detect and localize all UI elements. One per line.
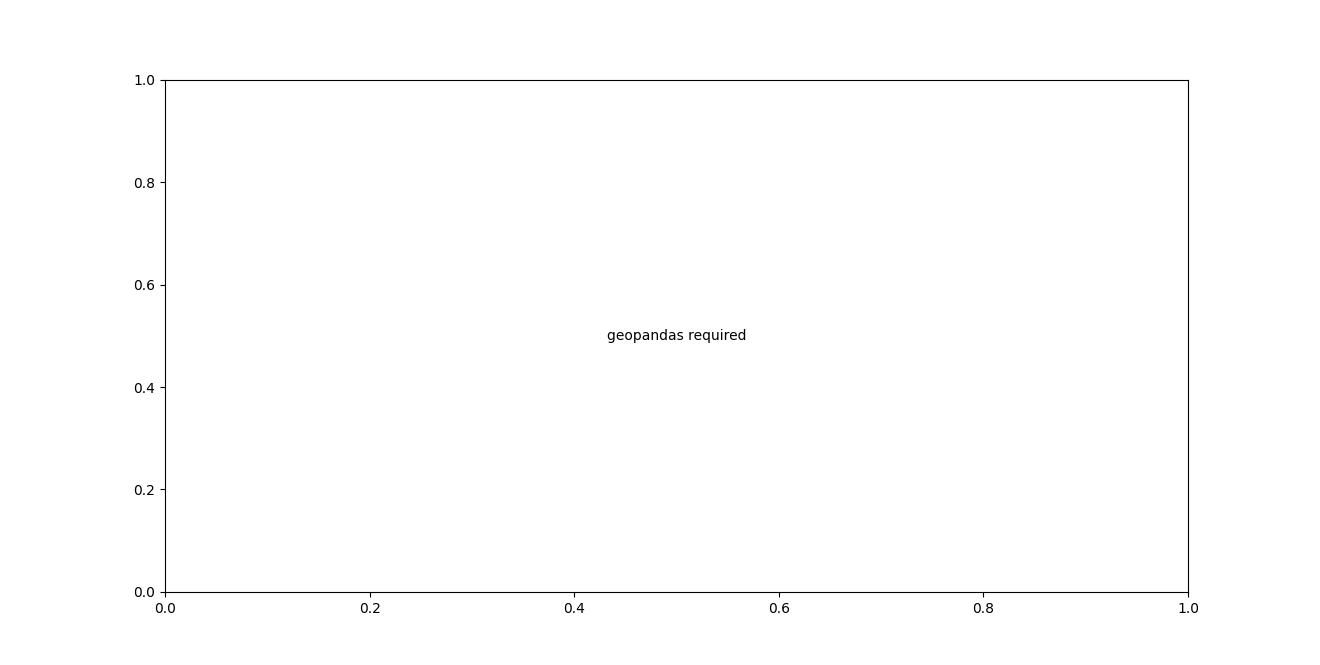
Text: geopandas required: geopandas required <box>607 329 746 343</box>
